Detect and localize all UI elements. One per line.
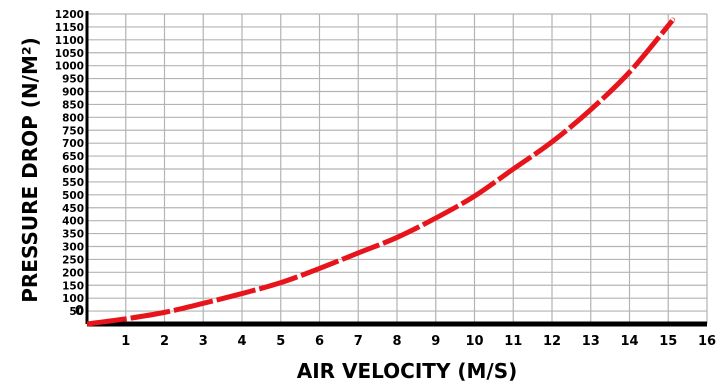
y-tick-label: 1200 xyxy=(55,9,84,21)
y-tick-label: 350 xyxy=(62,229,84,241)
y-tick-label: 500 xyxy=(62,190,84,202)
x-tick-label: 1 xyxy=(121,334,130,349)
x-tick-label: 13 xyxy=(582,334,600,349)
y-tick-label: 650 xyxy=(62,151,84,163)
x-tick-label: 14 xyxy=(620,334,638,349)
x-tick-label: 8 xyxy=(392,334,401,349)
grid xyxy=(87,13,708,324)
y-tick-label: 700 xyxy=(62,138,84,150)
x-tick-labels: 01 2 3 4 5 6 7 8 9 10 11 12 13 14 15 16 xyxy=(75,304,716,349)
x-tick-label: 0 xyxy=(75,304,84,319)
y-tick-label: 50 xyxy=(69,306,84,318)
x-tick-label: 2 xyxy=(160,334,169,349)
x-tick-label: 15 xyxy=(659,334,677,349)
series-line xyxy=(86,17,676,327)
x-tick-label: 5 xyxy=(276,334,285,349)
y-axis-title: PRESSURE DROP (N/M²) xyxy=(18,37,42,303)
x-tick-label: 12 xyxy=(543,334,561,349)
y-tick-label: 1050 xyxy=(55,48,84,60)
x-tick-label: 11 xyxy=(504,334,522,349)
y-tick-label: 1100 xyxy=(55,35,84,47)
x-tick-label: 10 xyxy=(465,334,483,349)
y-tick-label: 300 xyxy=(62,242,84,254)
y-tick-label: 900 xyxy=(62,87,84,99)
y-tick-label: 950 xyxy=(62,74,84,86)
y-tick-label: 800 xyxy=(62,112,84,124)
y-tick-label: 450 xyxy=(62,203,84,215)
x-tick-label: 16 xyxy=(698,334,716,349)
y-tick-label: 550 xyxy=(62,177,84,189)
x-tick-label: 9 xyxy=(431,334,440,349)
y-tick-label: 600 xyxy=(62,164,84,176)
x-axis-title: AIR VELOCITY (M/S) xyxy=(297,359,518,383)
y-tick-label: 1000 xyxy=(55,61,84,73)
y-tick-label: 200 xyxy=(62,267,84,279)
y-tick-label: 1150 xyxy=(55,22,84,34)
y-tick-label: 750 xyxy=(62,125,84,137)
y-tick-label: 850 xyxy=(62,99,84,111)
y-tick-labels: 5010015020025030035040045050055060065070… xyxy=(55,9,84,318)
y-tick-label: 100 xyxy=(62,293,84,305)
y-tick-label: 150 xyxy=(62,280,84,292)
y-tick-label: 250 xyxy=(62,254,84,266)
x-tick-label: 6 xyxy=(315,334,324,349)
x-tick-label: 3 xyxy=(199,334,208,349)
y-tick-label: 400 xyxy=(62,216,84,228)
axes xyxy=(85,11,707,327)
x-tick-label: 4 xyxy=(237,334,246,349)
series xyxy=(86,17,676,327)
x-tick-label: 7 xyxy=(354,334,363,349)
